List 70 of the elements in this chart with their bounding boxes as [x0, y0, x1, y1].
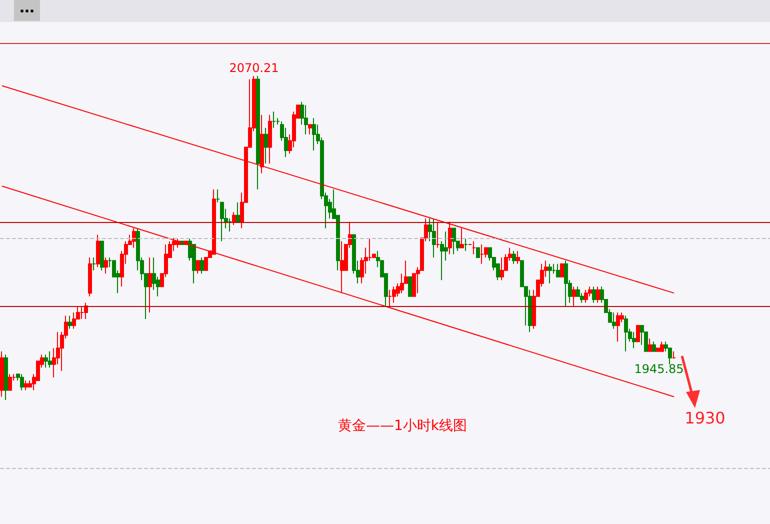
candlestick [24, 380, 28, 391]
candlestick [452, 228, 456, 255]
candlestick [4, 354, 8, 400]
candlestick [104, 256, 108, 274]
candlestick [304, 104, 308, 135]
candlestick [476, 247, 480, 258]
text: 黄金——1小时k线图 [338, 418, 468, 434]
candlestick [480, 244, 484, 264]
candlestick [652, 341, 656, 352]
candlestick [340, 240, 344, 294]
candlestick [512, 250, 516, 264]
candlestick [80, 306, 84, 320]
candlestick [220, 202, 224, 242]
candlestick [20, 374, 24, 391]
candlestick [616, 312, 620, 342]
candlestick [548, 263, 552, 284]
candlestick [448, 221, 452, 255]
candlestick [96, 234, 100, 268]
candlestick [464, 238, 468, 252]
candlestick [636, 324, 640, 342]
candlestick [516, 250, 520, 264]
candlestick [264, 127, 268, 164]
candlestick [308, 124, 312, 135]
candlestick [132, 228, 136, 248]
candlestick [436, 221, 440, 248]
candlestick [260, 114, 264, 174]
candlestick [268, 114, 272, 164]
candlestick [200, 256, 204, 274]
text: 1930 [684, 408, 726, 428]
candlestick [624, 315, 628, 352]
candlestick [660, 341, 664, 352]
candlestick [0, 350, 4, 398]
candlestick [648, 338, 652, 352]
candlestick [592, 286, 596, 304]
candlestick [100, 240, 104, 271]
candlestick [388, 289, 392, 307]
candlestick [472, 240, 476, 255]
candlestick [408, 276, 412, 297]
candlestick [92, 256, 96, 271]
candlestick [392, 286, 396, 304]
candlestick [176, 238, 180, 248]
candlestick [312, 118, 316, 152]
candlestick [500, 256, 504, 281]
candlestick [564, 260, 568, 307]
candlestick [232, 212, 236, 226]
candlestick [460, 228, 464, 248]
candlestick [236, 202, 240, 222]
candlestick [148, 256, 152, 314]
candlestick [44, 354, 48, 368]
candlestick [216, 188, 220, 203]
candlestick [672, 350, 676, 358]
candlestick [272, 111, 276, 128]
candlestick [256, 76, 260, 190]
candlestick [572, 286, 576, 307]
candlestick [68, 315, 72, 330]
candlestick [8, 374, 12, 391]
annotation: 2070.21 [229, 61, 279, 75]
candlestick [528, 289, 532, 332]
candlestick [632, 331, 636, 349]
candlestick [88, 256, 92, 297]
candlestick [612, 312, 616, 330]
candlestick [560, 263, 564, 278]
candlestick [432, 218, 436, 258]
candlestick [596, 286, 600, 304]
candlestick [584, 289, 588, 304]
candlestick [212, 188, 216, 255]
annotation: 1945.85 [634, 362, 684, 376]
candlestick [196, 260, 200, 274]
candlestick [48, 350, 52, 368]
candlestick [556, 263, 560, 278]
